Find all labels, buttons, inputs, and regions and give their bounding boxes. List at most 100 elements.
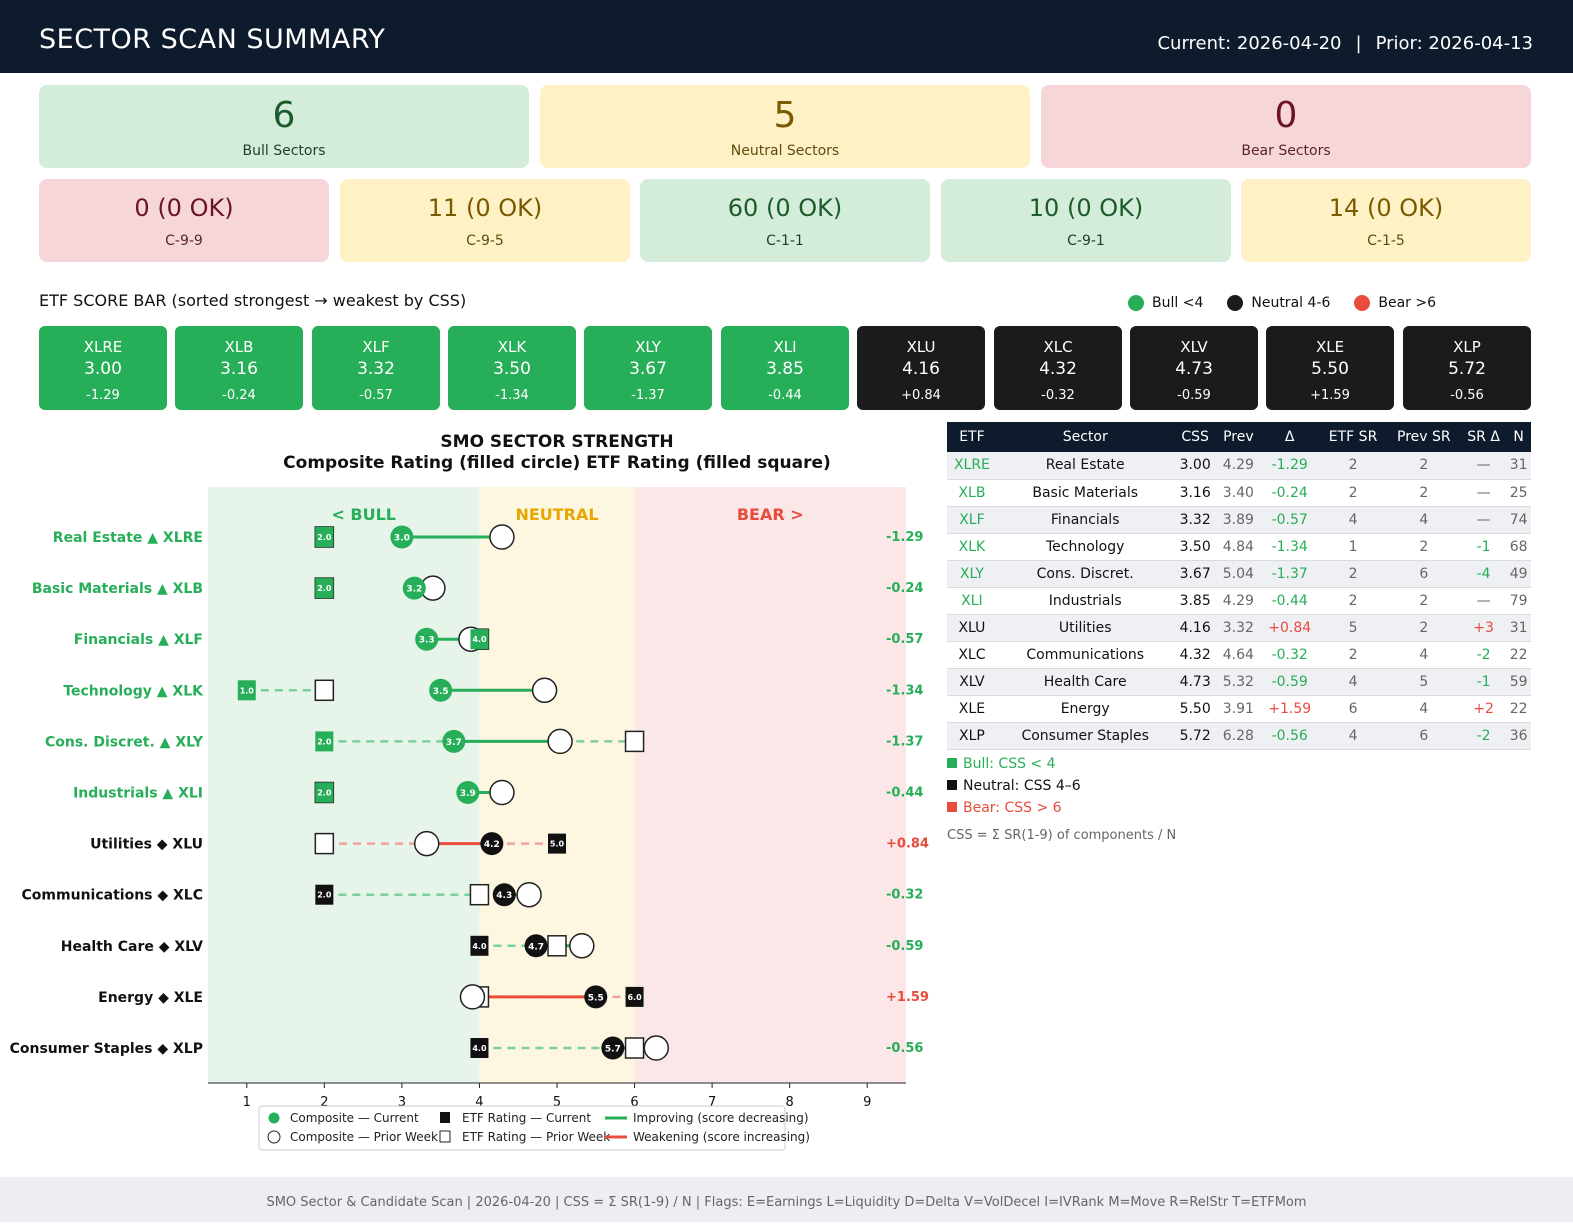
score-tile-xlf[interactable]: XLF 3.32 -0.57	[312, 326, 440, 410]
legend-composite-prior-icon	[267, 1130, 281, 1144]
cell-css: 4.32	[1173, 641, 1217, 669]
cell-delta: -0.24	[1259, 479, 1320, 507]
cell-prev-sr: 4	[1386, 641, 1461, 669]
composite-current-label: 4.2	[484, 840, 500, 850]
composite-current-label: 3.5	[433, 687, 449, 697]
cell-prev-sr: 2	[1386, 479, 1461, 507]
cell-n: 31	[1506, 452, 1531, 480]
etf-current-marker	[315, 578, 334, 599]
chart-subtitle: Composite Rating (filled circle) ETF Rat…	[283, 453, 831, 473]
etf-prior-marker	[314, 832, 335, 855]
table-row[interactable]: XLV Health Care 4.73 5.32 -0.59 4 5 -1 59	[947, 668, 1531, 696]
composite-prior-marker	[413, 830, 440, 857]
tile-etf: XLV	[1180, 338, 1208, 356]
table-row[interactable]: XLRE Real Estate 3.00 4.29 -1.29 2 2—31	[947, 452, 1531, 480]
table-row[interactable]: XLK Technology 3.50 4.84 -1.34 1 2 -1 68	[947, 533, 1531, 561]
cell-prev-sr: 2	[1386, 614, 1461, 642]
cell-sr-delta: -1	[1460, 668, 1507, 696]
cell-sr: 2	[1319, 560, 1387, 588]
composite-prior-marker	[459, 984, 486, 1010]
composite-current-marker	[390, 525, 414, 549]
criteria-value: 0 (0 OK)	[134, 194, 234, 222]
score-tile-xlb[interactable]: XLB 3.16 -0.24	[175, 326, 303, 410]
row-label: Energy ◆ XLE	[98, 990, 203, 1006]
cell-n: 74	[1506, 506, 1531, 534]
composite-prior-marker	[569, 933, 595, 959]
cell-n: 59	[1506, 668, 1531, 696]
etf-current-label: 2.0	[317, 584, 332, 593]
composite-current-marker	[415, 627, 439, 651]
cell-etf: XLV	[947, 668, 997, 696]
score-tile-xlu[interactable]: XLU 4.16 +0.84	[857, 326, 985, 410]
table-row[interactable]: XLF Financials 3.32 3.89 -0.57 4 4—74	[947, 506, 1531, 534]
table-row[interactable]: XLU Utilities 4.16 3.32 +0.84 5 2 +3 31	[947, 614, 1531, 642]
legend-etf-current-icon	[440, 1112, 450, 1123]
row-delta: +1.59	[886, 990, 929, 1005]
table-legend: Bull: CSS < 4 Neutral: CSS 4–6 Bear: CSS…	[947, 753, 1081, 819]
score-tile-xle[interactable]: XLE 5.50 +1.59	[1266, 326, 1394, 410]
criteria-value: 60 (0 OK)	[727, 194, 843, 222]
tile-etf: XLI	[773, 338, 797, 356]
legend-label: Composite — Prior Week	[290, 1130, 438, 1144]
cell-sr: 2	[1319, 587, 1387, 615]
cell-delta: -0.59	[1259, 668, 1320, 696]
prior-date: Prior: 2026-04-13	[1375, 33, 1533, 54]
score-tile-xlre[interactable]: XLRE 3.00 -1.29	[39, 326, 167, 410]
composite-prior-marker	[516, 881, 542, 908]
cell-sr: 2	[1319, 452, 1387, 480]
legend-label: Composite — Current	[290, 1111, 419, 1125]
cell-sector: Utilities	[996, 614, 1174, 642]
cell-css: 3.00	[1173, 452, 1217, 480]
composite-current-marker	[429, 678, 453, 702]
cell-etf: XLF	[947, 506, 997, 534]
cell-delta: +1.59	[1259, 695, 1320, 723]
tile-delta: +1.59	[1310, 388, 1350, 403]
cell-sr-delta: +3	[1460, 614, 1507, 642]
etf-current-label: 2.0	[317, 789, 332, 798]
tile-delta: +0.84	[901, 388, 941, 403]
tile-css: 3.16	[220, 359, 258, 379]
score-tile-xlp[interactable]: XLP 5.72 -0.56	[1403, 326, 1531, 410]
composite-current-label: 4.7	[528, 942, 544, 952]
neutral-label: Neutral Sectors	[730, 143, 840, 159]
table-row[interactable]: XLC Communications 4.32 4.64 -0.32 2 4 -2 22	[947, 641, 1531, 669]
score-tile-xlc[interactable]: XLC 4.32 -0.32	[994, 326, 1122, 410]
cell-sr: 4	[1319, 722, 1387, 750]
cell-sr-delta: —	[1460, 506, 1507, 534]
cell-css: 4.73	[1173, 668, 1217, 696]
composite-current-label: 3.0	[394, 534, 410, 544]
tile-etf: XLU	[906, 338, 936, 356]
score-tile-xlk[interactable]: XLK 3.50 -1.34	[448, 326, 576, 410]
legend-label: Bull: CSS < 4	[963, 756, 1056, 772]
score-tile-xli[interactable]: XLI 3.85 -0.44	[721, 326, 849, 410]
cell-prev: 5.32	[1216, 668, 1260, 696]
tile-css: 5.50	[1311, 359, 1349, 379]
x-tick-label: 6	[630, 1095, 638, 1110]
score-bar-title: ETF SCORE BAR (sorted strongest → weakes…	[39, 291, 467, 310]
cell-etf: XLU	[947, 614, 997, 642]
etf-current-label: 1.0	[240, 686, 255, 695]
table-row[interactable]: XLP Consumer Staples 5.72 6.28 -0.56 4 6 -2 36	[947, 722, 1531, 750]
table-row[interactable]: XLY Cons. Discret. 3.67 5.04 -1.37 2 6 -4 49	[947, 560, 1531, 588]
cell-sr-delta: -4	[1460, 560, 1507, 588]
score-tile-xlv[interactable]: XLV 4.73 -0.59	[1130, 326, 1258, 410]
cell-sector: Technology	[996, 533, 1174, 561]
date-separator: |	[1355, 33, 1362, 54]
zone-label: < BULL	[331, 505, 396, 524]
etf-current-marker	[470, 935, 489, 956]
etf-current-marker	[548, 833, 566, 854]
tile-css: 4.32	[1039, 359, 1077, 379]
etf-prior-marker	[547, 935, 567, 957]
tile-delta: -0.57	[359, 388, 393, 403]
row-label: Consumer Staples ◆ XLP	[10, 1041, 203, 1057]
table-row[interactable]: XLB Basic Materials 3.16 3.40 -0.24 2 2—25	[947, 479, 1531, 507]
etf-current-marker	[315, 731, 334, 752]
bear-sectors-card: 0 Bear Sectors	[1041, 85, 1531, 168]
table-row[interactable]: XLI Industrials 3.85 4.29 -0.44 2 2—79	[947, 587, 1531, 615]
cell-prev: 6.28	[1216, 722, 1260, 750]
composite-current-marker	[601, 1036, 625, 1060]
col-css: CSS	[1173, 422, 1217, 452]
table-row[interactable]: XLE Energy 5.50 3.91 +1.59 6 4 +2 22	[947, 695, 1531, 723]
score-tile-xly[interactable]: XLY 3.67 -1.37	[584, 326, 712, 410]
cell-n: 25	[1506, 479, 1531, 507]
